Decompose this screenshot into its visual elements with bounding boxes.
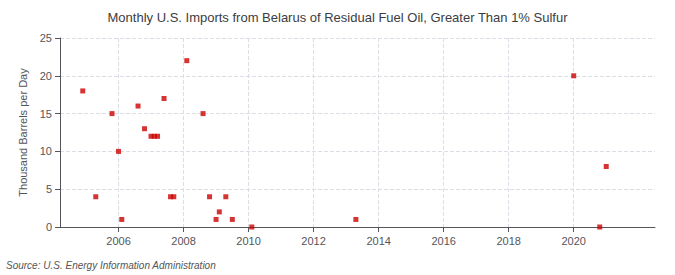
svg-text:25: 25 [40, 32, 52, 44]
svg-text:Monthly U.S. Imports from Bela: Monthly U.S. Imports from Belarus of Res… [108, 10, 569, 25]
svg-text:5: 5 [46, 183, 52, 195]
svg-text:2016: 2016 [431, 235, 455, 247]
svg-text:2012: 2012 [301, 235, 325, 247]
svg-text:10: 10 [40, 145, 52, 157]
svg-text:20: 20 [40, 70, 52, 82]
svg-text:2020: 2020 [561, 235, 585, 247]
svg-text:2014: 2014 [366, 235, 390, 247]
svg-text:Thousand Barrels per Day: Thousand Barrels per Day [17, 68, 29, 197]
svg-text:0: 0 [46, 221, 52, 233]
svg-text:Source: U.S. Energy Informatio: Source: U.S. Energy Information Administ… [6, 260, 216, 271]
svg-text:2018: 2018 [496, 235, 520, 247]
svg-text:2010: 2010 [236, 235, 260, 247]
svg-text:2006: 2006 [106, 235, 130, 247]
svg-text:2008: 2008 [171, 235, 195, 247]
svg-text:15: 15 [40, 108, 52, 120]
